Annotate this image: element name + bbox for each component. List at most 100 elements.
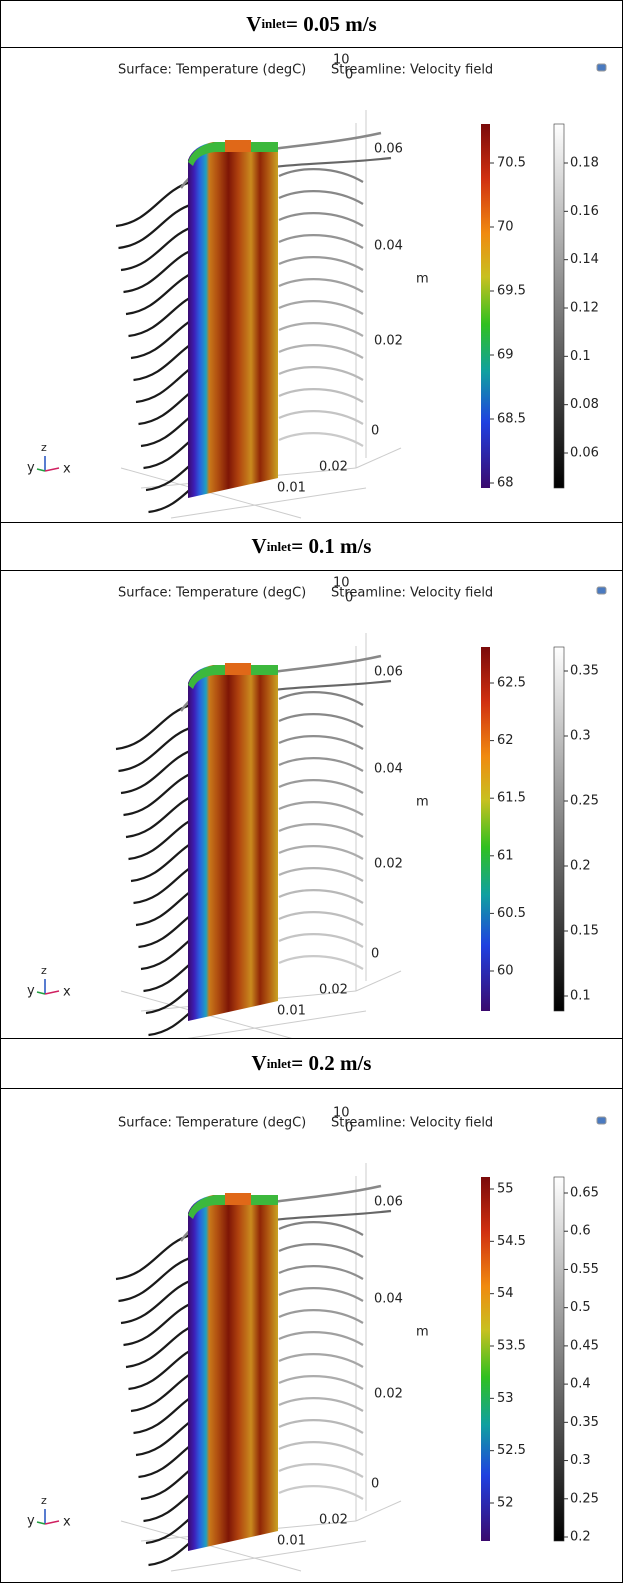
plot-body: Surface: Temperature (degC) Streamline: V…: [27, 53, 607, 519]
header-text: = 0.2 m/s: [291, 1051, 372, 1075]
cylinder: [188, 1195, 278, 1551]
streamline: [278, 212, 364, 227]
temperature-colorbar: [481, 1177, 490, 1541]
colorbar-tick-label: 0.12: [570, 301, 599, 316]
panel: Surface: Temperature (degC) Streamline: V…: [1, 1089, 622, 1582]
colorbar-tick-label: 0.55: [570, 1262, 599, 1277]
streamline: [278, 1243, 364, 1258]
colorbar-tick-label: 0.1: [570, 989, 591, 1004]
colorbar-tick-label: 0.06: [570, 446, 599, 461]
corner-label: 0: [345, 1121, 353, 1136]
streamline: [278, 432, 364, 447]
streamline: [120, 224, 197, 272]
streamline: [278, 344, 364, 359]
z-tick-label: 0.04: [374, 762, 403, 777]
colorbar-tick-label: 0.2: [570, 1530, 591, 1545]
z-unit: m: [416, 1325, 429, 1340]
triad-label: x: [63, 462, 71, 477]
x-tick-label: 0.01: [277, 481, 306, 496]
z-unit: m: [416, 795, 429, 810]
z-tick-label: 0.02: [374, 1387, 403, 1402]
z-tick-label: 0.04: [374, 1292, 403, 1307]
triad-x: [44, 990, 60, 995]
streamline: [120, 747, 197, 795]
z-tick-label: 0.04: [374, 239, 403, 254]
cylinder: [188, 142, 278, 498]
z-tick-label: 0.02: [374, 334, 403, 349]
temperature-colorbar: [481, 647, 490, 1011]
colorbar-tick-label: 0.25: [570, 794, 599, 809]
streamline: [278, 1221, 364, 1236]
panel: Surface: Temperature (degC) Streamline: V…: [1, 48, 622, 523]
colorbar-tick-label: 0.5: [570, 1300, 591, 1315]
axis-line: [170, 1010, 367, 1042]
colorbar-tick-label: 60.5: [497, 906, 526, 921]
colorbar-tick-label: 54.5: [497, 1234, 526, 1249]
colorbar-tick-label: 68.5: [497, 412, 526, 427]
velocity-colorbar: [553, 646, 565, 1012]
header-symbol: V: [251, 1051, 267, 1075]
triad-label: x: [63, 985, 71, 1000]
colorbar-tick-label: 0.25: [570, 1491, 599, 1506]
streamline: [278, 691, 364, 706]
streamline: [278, 1485, 364, 1500]
axis-line: [355, 447, 402, 469]
streamline: [278, 1397, 364, 1412]
streamline: [278, 801, 364, 816]
streamline: [278, 234, 364, 249]
corner-label: 10: [333, 576, 350, 591]
icon: [596, 1116, 607, 1125]
streamline: [278, 823, 364, 838]
streamline: [123, 769, 199, 817]
streamline: [278, 867, 364, 882]
streamline: [278, 322, 364, 337]
panel: Surface: Temperature (degC) Streamline: V…: [1, 571, 622, 1042]
colorbar-tick-label: 0.18: [570, 156, 599, 171]
colorbar-tick-label: 52: [497, 1496, 514, 1511]
cylinder: [188, 665, 278, 1021]
z-tick-label: 0: [371, 947, 379, 962]
header-subscript: inlet: [266, 1055, 292, 1071]
streamline: [278, 190, 364, 205]
streamline: [115, 703, 192, 751]
streamline: [278, 300, 364, 315]
x-tick-label: 0.02: [319, 460, 348, 475]
icon: [596, 63, 607, 72]
corner-label: 10: [333, 1106, 350, 1121]
streamline: [278, 713, 364, 728]
streamline: [278, 911, 364, 926]
triad-label: z: [41, 964, 47, 977]
corner-label: 0: [345, 591, 353, 606]
streamline: [278, 735, 364, 750]
triad-label: z: [41, 441, 47, 454]
surface-title: Surface: Temperature (degC): [118, 586, 306, 601]
plot: Surface: Temperature (degC) Streamline: V…: [27, 1106, 607, 1572]
streamline: [278, 1265, 364, 1280]
colorbar-tick-label: 0.35: [570, 664, 599, 679]
x-tick-label: 0.02: [319, 983, 348, 998]
streamline: [278, 1441, 364, 1456]
streamline-title: Streamline: Velocity field: [331, 63, 493, 78]
axis-line: [170, 487, 367, 519]
streamline: [118, 202, 194, 250]
colorbar-tick-label: 0.1: [570, 349, 591, 364]
colorbar-tick-label: 70.5: [497, 156, 526, 171]
x-tick-label: 0.01: [277, 1004, 306, 1019]
z-unit: m: [416, 272, 429, 287]
streamline: [120, 1277, 197, 1325]
velocity-colorbar: [553, 123, 565, 489]
colorbar-tick-label: 55: [497, 1182, 514, 1197]
colorbar-tick-label: 69.5: [497, 284, 526, 299]
streamline: [278, 278, 364, 293]
streamline: [278, 933, 364, 948]
z-tick-label: 0: [371, 1477, 379, 1492]
streamline: [278, 1419, 364, 1434]
triad-label: z: [41, 1494, 47, 1507]
colorbar-tick-label: 0.15: [570, 924, 599, 939]
colorbar-tick-label: 0.3: [570, 1453, 591, 1468]
plot-body: Surface: Temperature (degC) Streamline: V…: [27, 1106, 607, 1572]
streamline: [278, 845, 364, 860]
colorbar-tick-label: 0.45: [570, 1338, 599, 1353]
